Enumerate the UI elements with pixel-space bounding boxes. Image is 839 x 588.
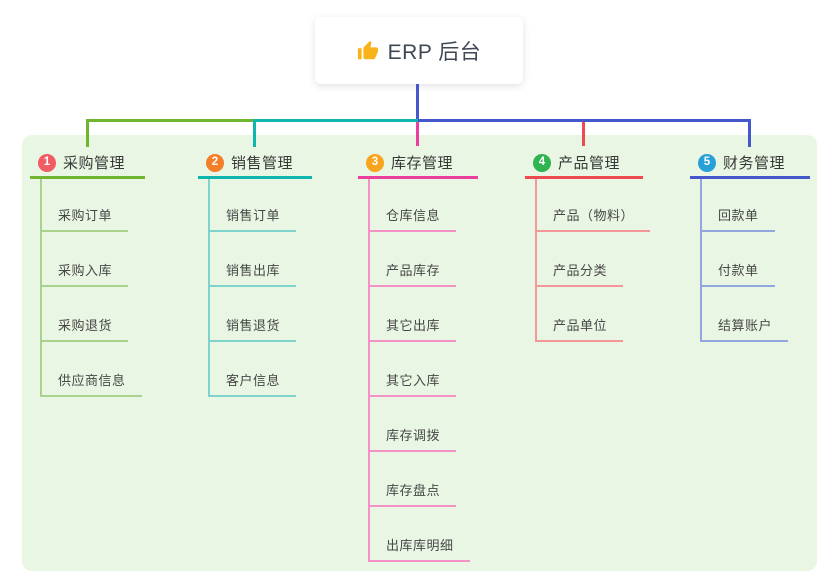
thumbs-up-icon (357, 40, 378, 59)
child-node[interactable]: 出库库明细 (368, 507, 470, 562)
child-label: 库存盘点 (386, 483, 441, 498)
child-label: 出库库明细 (386, 538, 454, 553)
connector-drop (86, 119, 89, 147)
child-label: 仓库信息 (386, 208, 441, 223)
child-node[interactable]: 其它出库 (368, 287, 457, 342)
branch-children: 产品（物料） 产品分类产品单位 (535, 177, 651, 342)
root-label: ERP 后台 (387, 40, 482, 64)
child-node[interactable]: 产品库存 (368, 232, 457, 287)
branch-label: 采购管理 (63, 155, 126, 172)
branch-children: 销售订单销售出库销售退货客户信息 (208, 177, 297, 397)
branch-index-badge: 3 (366, 153, 384, 172)
child-node[interactable]: 其它入库 (368, 342, 457, 397)
branch-node: 2 销售管理 销售订单销售出库销售退货客户信息 (198, 149, 312, 397)
child-label: 结算账户 (718, 318, 773, 333)
child-label: 采购退货 (58, 318, 113, 333)
child-label: 供应商信息 (58, 373, 126, 388)
child-node[interactable]: 销售退货 (208, 287, 297, 342)
child-node[interactable]: 库存调拨 (368, 397, 457, 452)
branch-node: 4 产品管理 产品（物料） 产品分类产品单位 (525, 149, 651, 342)
child-label: 销售出库 (226, 263, 281, 278)
child-node[interactable]: 产品单位 (535, 287, 624, 342)
child-node[interactable]: 供应商信息 (40, 342, 142, 397)
branch-connector-line (700, 179, 702, 340)
branch-title[interactable]: 4 产品管理 (525, 149, 643, 179)
child-node[interactable]: 结算账户 (700, 287, 789, 342)
connector-drop (582, 122, 585, 146)
branch-title[interactable]: 5 财务管理 (690, 149, 810, 179)
branch-title[interactable]: 3 库存管理 (358, 149, 478, 179)
branch-connector-line (535, 179, 537, 340)
child-node[interactable]: 客户信息 (208, 342, 297, 397)
child-label: 产品分类 (553, 263, 608, 278)
child-label: 客户信息 (226, 373, 281, 388)
branches-panel (22, 135, 817, 571)
branch-title[interactable]: 1 采购管理 (30, 149, 145, 179)
connector-root-drop (416, 84, 419, 120)
branch-node: 3 库存管理 仓库信息产品库存其它出库其它入库库存调拨库存盘点出库库明细 (358, 149, 478, 562)
branch-children: 仓库信息产品库存其它出库其它入库库存调拨库存盘点出库库明细 (368, 177, 470, 562)
child-label: 其它入库 (386, 373, 441, 388)
child-node[interactable]: 采购入库 (40, 232, 129, 287)
branch-children: 回款单付款单结算账户 (700, 177, 789, 342)
branch-node: 5 财务管理 回款单付款单结算账户 (690, 149, 810, 342)
child-node[interactable]: 采购退货 (40, 287, 129, 342)
branch-index-badge: 1 (38, 153, 56, 172)
child-label: 产品库存 (386, 263, 441, 278)
child-node[interactable]: 回款单 (700, 177, 775, 232)
connector-segment (86, 119, 255, 122)
child-label: 采购订单 (58, 208, 113, 223)
child-label: 产品单位 (553, 318, 608, 333)
branch-title[interactable]: 2 销售管理 (198, 149, 312, 179)
child-label: 销售订单 (226, 208, 281, 223)
branch-index-badge: 5 (698, 153, 716, 172)
child-node[interactable]: 仓库信息 (368, 177, 457, 232)
child-node[interactable]: 销售出库 (208, 232, 297, 287)
branch-connector-line (40, 179, 42, 395)
child-node[interactable]: 采购订单 (40, 177, 129, 232)
branch-label: 财务管理 (723, 155, 786, 172)
connector-drop (416, 122, 419, 146)
branch-connector-line (208, 179, 210, 395)
child-node[interactable]: 库存盘点 (368, 452, 457, 507)
connector-drop (748, 119, 751, 147)
branch-label: 产品管理 (558, 155, 621, 172)
branch-index-badge: 4 (533, 153, 551, 172)
child-node[interactable]: 销售订单 (208, 177, 297, 232)
child-node[interactable]: 付款单 (700, 232, 775, 287)
branch-index-badge: 2 (206, 153, 224, 172)
child-label: 销售退货 (226, 318, 281, 333)
child-node[interactable]: 产品（物料） (535, 177, 651, 232)
child-label: 产品（物料） (553, 208, 635, 223)
branch-children: 采购订单采购入库采购退货供应商信息 (40, 177, 142, 397)
child-label: 付款单 (718, 263, 759, 278)
branch-label: 销售管理 (231, 155, 294, 172)
connector-drop (253, 119, 256, 147)
root-node[interactable]: ERP 后台 (315, 17, 523, 84)
child-node[interactable]: 产品分类 (535, 232, 624, 287)
connector-segment (255, 119, 418, 122)
child-label: 回款单 (718, 208, 759, 223)
child-label: 库存调拨 (386, 428, 441, 443)
child-label: 其它出库 (386, 318, 441, 333)
child-label: 采购入库 (58, 263, 113, 278)
branch-node: 1 采购管理 采购订单采购入库采购退货供应商信息 (30, 149, 145, 397)
branch-connector-line (368, 179, 370, 560)
connector-segment (418, 119, 751, 122)
branch-label: 库存管理 (391, 155, 454, 172)
